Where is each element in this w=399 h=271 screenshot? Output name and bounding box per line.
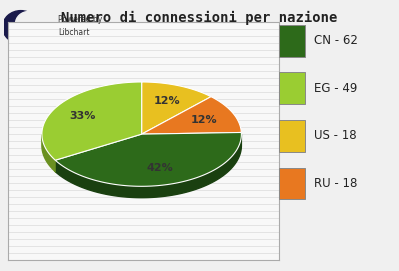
Text: 33%: 33% bbox=[70, 111, 96, 121]
Text: RU - 18: RU - 18 bbox=[314, 177, 358, 190]
Text: 12%: 12% bbox=[190, 115, 217, 125]
FancyBboxPatch shape bbox=[279, 168, 305, 199]
Text: Libchart: Libchart bbox=[58, 28, 89, 37]
Polygon shape bbox=[55, 135, 241, 198]
Text: 12%: 12% bbox=[154, 96, 180, 106]
Polygon shape bbox=[42, 135, 55, 172]
Text: US - 18: US - 18 bbox=[314, 129, 357, 142]
FancyBboxPatch shape bbox=[279, 120, 305, 152]
Text: Powered by: Powered by bbox=[58, 15, 102, 24]
Polygon shape bbox=[142, 97, 241, 134]
FancyBboxPatch shape bbox=[279, 72, 305, 104]
FancyBboxPatch shape bbox=[279, 25, 305, 56]
Circle shape bbox=[16, 11, 42, 36]
Polygon shape bbox=[42, 82, 142, 160]
Text: CN - 62: CN - 62 bbox=[314, 34, 358, 47]
Polygon shape bbox=[142, 82, 211, 134]
Circle shape bbox=[2, 11, 39, 44]
Text: Numero di connessioni per nazione: Numero di connessioni per nazione bbox=[61, 11, 338, 25]
Text: EG - 49: EG - 49 bbox=[314, 82, 358, 95]
Text: 42%: 42% bbox=[147, 163, 174, 173]
Polygon shape bbox=[55, 133, 241, 186]
